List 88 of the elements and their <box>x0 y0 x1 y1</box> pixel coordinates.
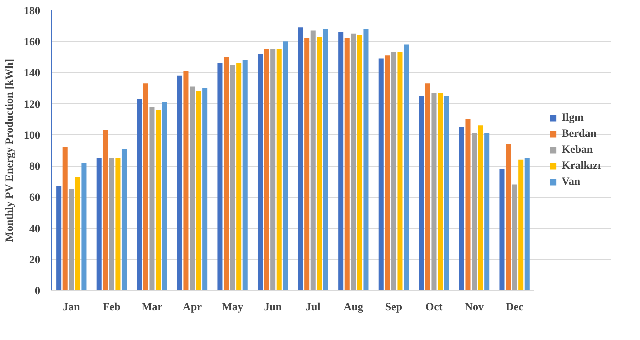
bar <box>310 30 316 290</box>
y-tick-label: 60 <box>30 192 41 204</box>
bar <box>224 57 230 290</box>
bar <box>512 184 518 290</box>
y-tick-label: 180 <box>24 6 41 18</box>
y-tick-label: 160 <box>24 36 41 49</box>
x-tick-label: Oct <box>426 302 444 314</box>
bar <box>202 88 208 290</box>
bar <box>190 86 196 290</box>
legend-label: Kralkızı <box>562 160 601 172</box>
x-tick-label: Jul <box>306 302 321 314</box>
bar <box>177 76 182 290</box>
x-tick-label: Sep <box>385 302 403 314</box>
bar <box>137 99 142 290</box>
bar <box>344 38 350 290</box>
bar <box>466 119 471 290</box>
bar <box>283 42 288 290</box>
bar <box>218 63 223 290</box>
bar <box>378 58 384 290</box>
bar <box>103 130 108 290</box>
bar <box>459 127 464 290</box>
bar <box>196 91 202 290</box>
x-tick-label: Nov <box>465 302 484 314</box>
y-tick-label: 120 <box>24 98 41 111</box>
x-tick-label: May <box>222 302 244 314</box>
bar <box>478 126 484 290</box>
bar <box>432 92 437 290</box>
bar <box>524 158 530 290</box>
bar <box>506 144 512 290</box>
bar <box>351 34 356 290</box>
bar <box>242 60 248 290</box>
legend-label: Keban <box>562 144 594 156</box>
x-tick-label: Mar <box>142 302 163 314</box>
bar <box>276 49 282 290</box>
x-tick-label: Aug <box>344 302 364 314</box>
bar <box>472 133 478 290</box>
bar <box>338 32 344 290</box>
bar <box>419 96 424 290</box>
bar <box>444 96 450 290</box>
y-tick-label: 140 <box>24 68 41 80</box>
legend-label: Van <box>562 176 582 188</box>
bar <box>304 38 310 290</box>
legend-label: Berdan <box>562 128 597 140</box>
y-tick-label: 0 <box>35 286 41 298</box>
y-tick-label: 40 <box>30 223 41 236</box>
x-tick-label: Jan <box>63 302 80 314</box>
bar <box>438 92 444 290</box>
bar <box>500 169 505 290</box>
x-tick-label: Feb <box>103 302 121 314</box>
bar <box>184 71 189 290</box>
bar <box>323 29 328 290</box>
bar <box>109 158 114 290</box>
bar <box>162 102 168 290</box>
bar <box>484 133 490 290</box>
bar <box>122 148 128 290</box>
bar <box>364 29 369 290</box>
bar <box>298 28 304 290</box>
bar <box>150 106 155 290</box>
bar <box>116 158 121 290</box>
bar <box>75 176 80 290</box>
y-tick-label: 20 <box>30 254 41 266</box>
x-tick-label: Apr <box>183 302 202 314</box>
bar <box>69 189 74 290</box>
bar <box>82 162 87 290</box>
bar <box>236 63 242 290</box>
y-tick-label: 80 <box>30 161 41 174</box>
x-tick-label: Jun <box>264 302 282 314</box>
bar <box>518 160 524 290</box>
bar <box>404 44 410 290</box>
bar <box>96 158 102 290</box>
y-axis-title: Monthly PV Energy Production [kWh] <box>4 59 16 242</box>
legend-label: Ilgın <box>562 112 584 124</box>
y-tick-label: 100 <box>24 130 41 142</box>
bar <box>357 35 362 290</box>
bar <box>143 84 148 290</box>
bar <box>385 56 390 290</box>
bar <box>391 52 396 290</box>
bar <box>270 49 276 290</box>
bar <box>156 110 162 290</box>
bar <box>230 64 236 290</box>
bar <box>425 84 430 290</box>
bar <box>317 36 322 290</box>
bar <box>56 186 62 290</box>
bar <box>398 52 403 290</box>
bar <box>258 54 264 290</box>
bar <box>62 147 68 290</box>
x-tick-label: Dec <box>506 302 524 314</box>
bar <box>264 49 270 290</box>
